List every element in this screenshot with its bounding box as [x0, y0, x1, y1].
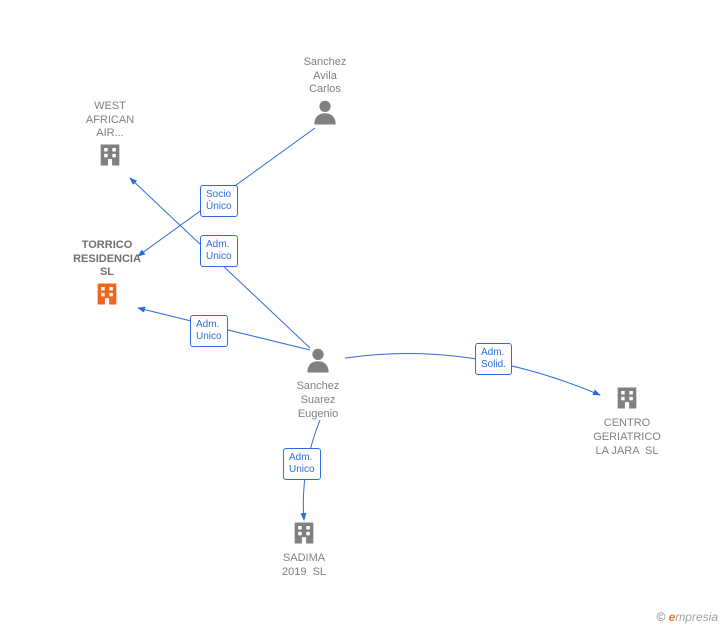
- copyright-symbol: ©: [656, 610, 665, 624]
- company-node-sadima[interactable]: SADIMA 2019 SL: [282, 519, 326, 580]
- node-label: TORRICO RESIDENCIA SL: [73, 239, 141, 280]
- edge-line: [345, 354, 600, 395]
- edge-label: Adm. Unico: [200, 235, 238, 267]
- person-icon: [303, 345, 333, 375]
- node-label: SADIMA 2019 SL: [282, 552, 326, 580]
- brand-name: empresia: [669, 610, 718, 624]
- person-icon: [310, 97, 340, 127]
- node-label: Sanchez Avila Carlos: [304, 56, 347, 97]
- edge-label: Adm. Unico: [190, 315, 228, 347]
- edge-label: Adm. Solid.: [475, 343, 512, 375]
- person-node-sanchez-avila[interactable]: Sanchez Avila Carlos: [304, 56, 347, 132]
- company-node-centro-geriatrico[interactable]: CENTRO GERIATRICO LA JARA SL: [593, 384, 661, 458]
- building-icon: [96, 141, 124, 169]
- node-label: CENTRO GERIATRICO LA JARA SL: [593, 417, 661, 458]
- person-node-sanchez-suarez[interactable]: Sanchez Suarez Eugenio: [297, 345, 340, 421]
- building-icon: [93, 280, 121, 308]
- company-node-west-african[interactable]: WEST AFRICAN AIR...: [86, 100, 134, 174]
- node-label: WEST AFRICAN AIR...: [86, 100, 134, 141]
- node-label: Sanchez Suarez Eugenio: [297, 380, 340, 421]
- diagram-canvas: Sanchez Avila Carlos Sanchez Suarez Euge…: [0, 0, 728, 630]
- edge-label: Socio Único: [200, 185, 238, 217]
- building-icon: [290, 519, 318, 547]
- company-node-torrico[interactable]: TORRICO RESIDENCIA SL: [73, 239, 141, 313]
- building-icon: [613, 384, 641, 412]
- edge-label: Adm. Unico: [283, 448, 321, 480]
- copyright: © empresia: [656, 610, 718, 624]
- edges-layer: [0, 0, 728, 630]
